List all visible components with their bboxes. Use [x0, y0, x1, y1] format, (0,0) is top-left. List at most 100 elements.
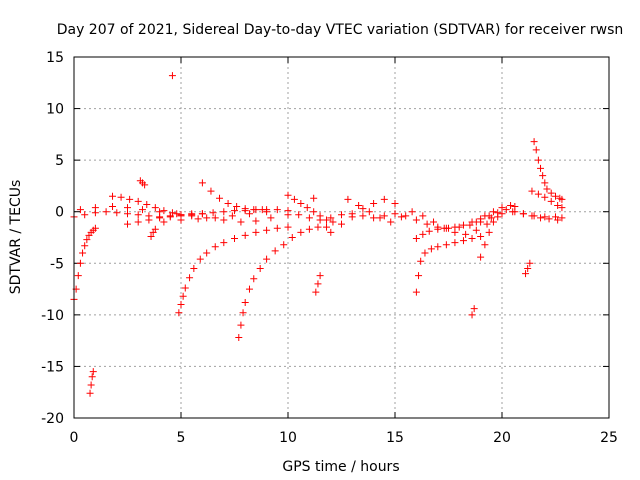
data-point	[507, 202, 515, 210]
series-arc-w	[477, 218, 497, 261]
data-point	[545, 215, 553, 223]
x-tick-label: 5	[177, 430, 186, 446]
series-arc-c	[109, 192, 185, 219]
data-point	[160, 207, 168, 215]
data-point	[74, 272, 82, 280]
data-point	[267, 214, 275, 222]
data-point	[273, 206, 281, 214]
data-point	[88, 373, 96, 381]
data-point	[511, 203, 519, 211]
x-tick-label: 25	[600, 430, 618, 446]
data-point	[344, 195, 352, 203]
data-point	[81, 242, 89, 250]
y-tick-label: -5	[50, 256, 64, 272]
data-point	[412, 235, 420, 243]
data-point	[558, 204, 566, 212]
data-point	[89, 368, 97, 376]
series-arc-t	[412, 232, 485, 296]
data-point	[83, 236, 91, 244]
series-arc-f	[160, 208, 271, 226]
data-point	[541, 193, 549, 201]
data-point	[175, 309, 183, 317]
data-point	[310, 194, 318, 202]
series-arc-z	[528, 187, 566, 212]
data-point	[203, 249, 211, 257]
data-point	[241, 298, 249, 306]
data-point	[186, 274, 194, 282]
data-point	[297, 228, 305, 236]
data-point	[327, 228, 335, 236]
data-point	[87, 381, 95, 389]
data-point	[502, 206, 510, 214]
data-point	[207, 187, 215, 195]
data-point	[481, 241, 489, 249]
y-axis-label: SDTVAR / TECUs	[8, 180, 24, 295]
data-point	[537, 214, 545, 222]
data-point	[250, 275, 258, 283]
y-tick-labels: -20 -15 -10 -5 0 5 10 15	[41, 50, 64, 427]
data-point	[327, 214, 335, 222]
data-point	[402, 212, 410, 220]
data-point	[477, 253, 485, 261]
data-point	[534, 156, 542, 164]
series-arc-b	[76, 203, 292, 226]
data-point	[468, 218, 476, 226]
y-tick-label: 0	[55, 205, 64, 221]
series-arc-x	[522, 259, 534, 278]
data-point	[194, 215, 202, 223]
data-point	[237, 218, 245, 226]
grid	[74, 57, 609, 418]
series-arc-r	[235, 223, 331, 342]
data-point	[203, 214, 211, 222]
data-point	[284, 191, 292, 199]
data-point	[151, 225, 159, 233]
data-point	[220, 208, 228, 216]
data-point	[312, 288, 320, 296]
data-point	[558, 214, 566, 222]
data-point	[134, 211, 142, 219]
data-point	[295, 211, 303, 219]
series-arc-k	[511, 208, 562, 224]
x-tick-labels: 0 5 10 15 20 25	[70, 430, 618, 446]
x-tick-label: 0	[70, 430, 79, 446]
data-point	[156, 214, 164, 222]
y-tick-label: -20	[41, 411, 64, 427]
data-point	[271, 247, 279, 255]
data-point	[541, 213, 549, 221]
data-point	[143, 200, 151, 208]
y-tick-label: 5	[55, 153, 64, 169]
data-point	[537, 164, 545, 172]
data-point	[109, 192, 117, 200]
series-arc-p	[168, 72, 176, 80]
data-point	[380, 212, 388, 220]
data-point	[489, 218, 497, 226]
data-point	[528, 212, 536, 220]
data-point	[79, 249, 87, 257]
data-point	[263, 255, 271, 263]
data-point	[408, 208, 416, 216]
data-point	[303, 204, 311, 212]
x-axis-label: GPS time / hours	[282, 459, 399, 475]
plot-frame	[73, 56, 610, 419]
data-point	[554, 216, 562, 224]
data-point	[117, 193, 125, 201]
data-point	[552, 192, 559, 200]
data-point	[173, 210, 181, 218]
data-point	[177, 216, 185, 224]
data-point	[427, 245, 435, 253]
data-point	[370, 199, 378, 207]
data-point	[391, 199, 399, 207]
series-arc-e	[198, 179, 266, 214]
data-point	[81, 211, 89, 219]
data-point	[391, 210, 399, 218]
data-point	[329, 218, 337, 226]
data-point	[530, 138, 538, 146]
y-tick-label: 10	[46, 102, 64, 118]
data-point	[263, 208, 271, 216]
data-point	[134, 197, 142, 205]
data-point	[528, 187, 536, 195]
data-point	[316, 212, 324, 220]
data-point	[489, 208, 497, 216]
data-point	[417, 257, 425, 265]
data-point	[151, 204, 159, 212]
